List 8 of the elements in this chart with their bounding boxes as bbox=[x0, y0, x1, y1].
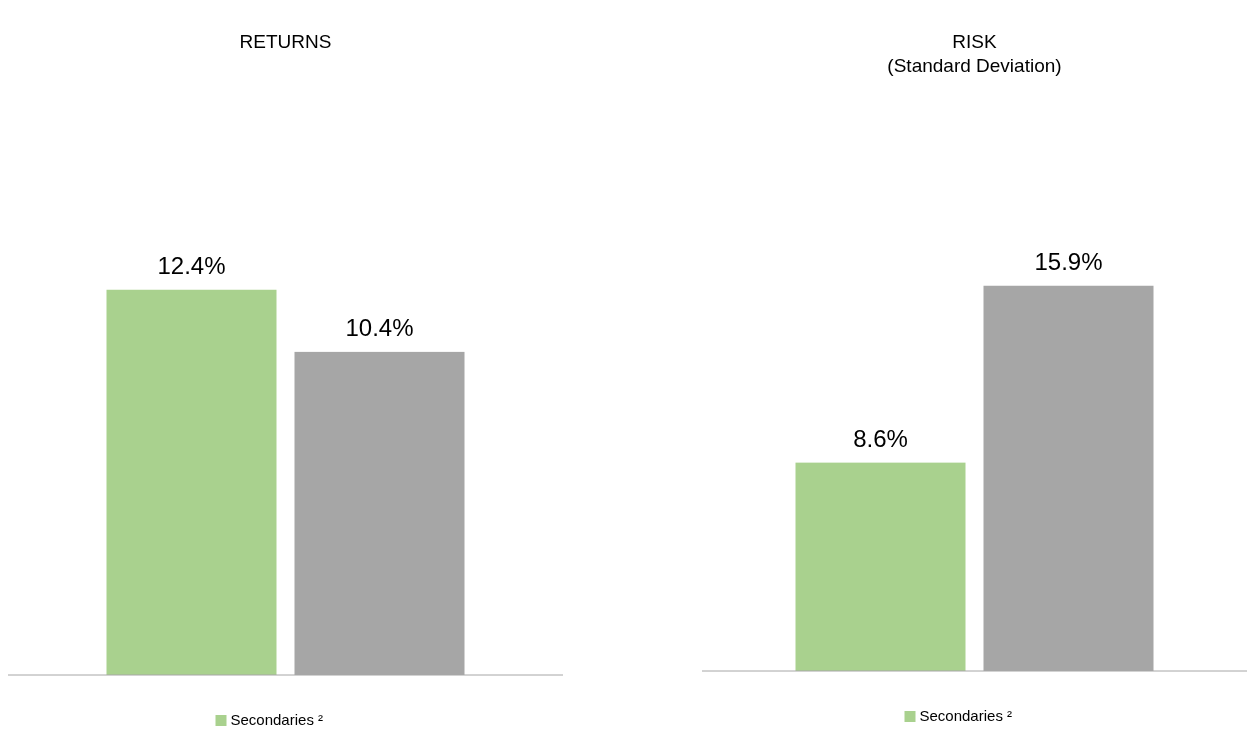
legend-label: Secondaries ² bbox=[919, 707, 1013, 724]
data-label: 12.4% bbox=[157, 251, 226, 279]
chart-title: RETURNS bbox=[239, 31, 332, 52]
legend-label: Secondaries ² bbox=[230, 711, 324, 728]
data-label: 10.4% bbox=[345, 313, 414, 341]
data-label: 15.9% bbox=[1034, 247, 1103, 275]
chart-title: RISK (Standard Deviation) bbox=[887, 31, 1062, 76]
data-label: 8.6% bbox=[853, 424, 908, 452]
